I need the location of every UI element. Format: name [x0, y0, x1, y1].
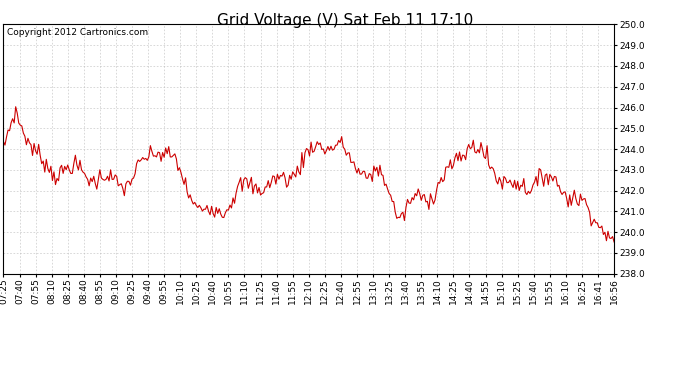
Text: Grid Voltage (V) Sat Feb 11 17:10: Grid Voltage (V) Sat Feb 11 17:10	[217, 13, 473, 28]
Text: Copyright 2012 Cartronics.com: Copyright 2012 Cartronics.com	[6, 28, 148, 37]
